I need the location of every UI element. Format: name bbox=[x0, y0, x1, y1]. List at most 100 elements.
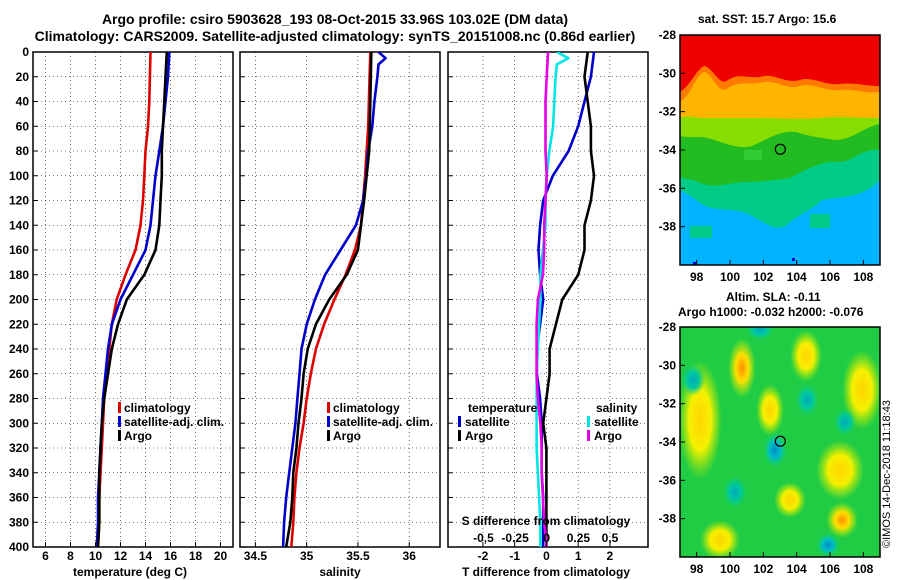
map-y-tick-label: -28 bbox=[659, 28, 677, 42]
legend-satellite: satellite-adj. clim. bbox=[333, 415, 433, 429]
map-x-tick-label: 104 bbox=[787, 562, 807, 576]
x-tick-label: 10 bbox=[89, 549, 103, 563]
legend-swatch-climatology bbox=[327, 402, 330, 413]
legend-climatology: climatology bbox=[333, 401, 400, 415]
map-y-tick-label: -30 bbox=[659, 358, 677, 372]
map-x-tick-label: 100 bbox=[720, 270, 740, 284]
map-x-tick-label: 108 bbox=[853, 562, 873, 576]
x-tick-label: 35.5 bbox=[346, 549, 370, 563]
legend-s-argo: Argo bbox=[594, 429, 622, 443]
x-tick-label: -2 bbox=[478, 549, 489, 563]
series-line-argo bbox=[96, 52, 169, 547]
x2-tick-label: -0,5 bbox=[473, 531, 494, 545]
y-tick-label: 240 bbox=[9, 342, 29, 356]
map-x-tick-label: 102 bbox=[753, 562, 773, 576]
sla-map-title: Altim. SLA: -0.11 bbox=[726, 290, 821, 304]
temperature-xlabel: temperature (deg C) bbox=[73, 565, 187, 579]
legend-salinity-title: salinity bbox=[596, 401, 638, 415]
y-tick-label: 280 bbox=[9, 392, 29, 406]
map-y-tick-label: -38 bbox=[659, 512, 677, 526]
argo-location-marker bbox=[774, 435, 786, 447]
legend-t-satellite: satellite bbox=[465, 415, 510, 429]
x-tick-label: 16 bbox=[164, 549, 178, 563]
y-tick-label: 340 bbox=[9, 466, 29, 480]
legend-swatch-t-satellite bbox=[458, 416, 461, 427]
legend-swatch-t-argo bbox=[458, 430, 461, 441]
plot-title-line1: Argo profile: csiro 5903628_193 08-Oct-2… bbox=[101, 11, 569, 27]
x-tick-label: 36 bbox=[403, 549, 417, 563]
x-tick-label: 0 bbox=[543, 549, 550, 563]
salinity-legend: climatology satellite-adj. clim. Argo bbox=[327, 401, 433, 443]
legend-s-satellite: satellite bbox=[594, 415, 639, 429]
map-y-tick-label: -36 bbox=[659, 181, 677, 195]
x-tick-label: 12 bbox=[114, 549, 128, 563]
legend-satellite: satellite-adj. clim. bbox=[124, 415, 224, 429]
x-tick-label: 20 bbox=[214, 549, 228, 563]
x-tick-label: 18 bbox=[189, 549, 203, 563]
difference-legend: temperature satellite Argo salinity sate… bbox=[458, 401, 639, 443]
legend-climatology: climatology bbox=[124, 401, 191, 415]
y-tick-label: 200 bbox=[9, 293, 29, 307]
legend-swatch-s-satellite bbox=[587, 416, 590, 427]
map-x-tick-label: 98 bbox=[690, 270, 704, 284]
sla-map-subtitle: Argo h1000: -0.032 h2000: -0.076 bbox=[678, 305, 864, 319]
y-tick-label: 140 bbox=[9, 218, 29, 232]
y-tick-label: 160 bbox=[9, 243, 29, 257]
legend-swatch-argo bbox=[118, 430, 121, 441]
y-tick-label: 360 bbox=[9, 491, 29, 505]
y-tick-label: 80 bbox=[16, 144, 30, 158]
legend-swatch-satellite bbox=[118, 416, 121, 427]
argo-location-marker bbox=[774, 143, 786, 155]
s-diff-xlabel: S difference from climatology bbox=[462, 514, 631, 528]
y-tick-label: 300 bbox=[9, 416, 29, 430]
legend-t-argo: Argo bbox=[465, 429, 493, 443]
series-line-satellite-adj-clim- bbox=[281, 52, 387, 547]
map-x-tick-label: 106 bbox=[820, 562, 840, 576]
x2-tick-label: 0.25 bbox=[567, 531, 591, 545]
map-y-tick-label: -34 bbox=[659, 435, 677, 449]
sst-map bbox=[680, 35, 880, 265]
legend-argo: Argo bbox=[124, 429, 152, 443]
x-tick-label: 35 bbox=[300, 549, 314, 563]
map-x-tick-label: 104 bbox=[787, 270, 807, 284]
salinity-xlabel: salinity bbox=[319, 565, 361, 579]
map-x-tick-label: 108 bbox=[853, 270, 873, 284]
map-y-tick-label: -32 bbox=[659, 105, 677, 119]
x2-tick-label: -0.25 bbox=[501, 531, 529, 545]
map-y-tick-label: -34 bbox=[659, 143, 677, 157]
x2-tick-label: 0,5 bbox=[602, 531, 619, 545]
x-tick-label: -1 bbox=[509, 549, 520, 563]
plot-title-line2: Climatology: CARS2009. Satellite-adjuste… bbox=[34, 28, 636, 44]
y-tick-label: 260 bbox=[9, 367, 29, 381]
y-tick-label: 380 bbox=[9, 515, 29, 529]
y-tick-label: 0 bbox=[22, 45, 29, 59]
y-tick-label: 220 bbox=[9, 317, 29, 331]
map-y-tick-label: -38 bbox=[659, 220, 677, 234]
y-tick-label: 40 bbox=[16, 95, 30, 109]
series-line-s-argo bbox=[535, 52, 550, 547]
legend-swatch-satellite bbox=[327, 416, 330, 427]
y-tick-label: 400 bbox=[9, 540, 29, 554]
x-tick-label: 34.5 bbox=[244, 549, 268, 563]
y-tick-label: 20 bbox=[16, 70, 30, 84]
x-tick-label: 6 bbox=[42, 549, 49, 563]
imos-timestamp: ©IMOS 14-Dec-2018 11:18:43 bbox=[881, 400, 893, 548]
legend-temperature-title: temperature bbox=[468, 401, 538, 415]
sla-map bbox=[680, 327, 880, 557]
x-tick-label: 14 bbox=[139, 549, 153, 563]
temperature-legend: climatology satellite-adj. clim. Argo bbox=[118, 401, 224, 443]
y-tick-label: 320 bbox=[9, 441, 29, 455]
legend-swatch-climatology bbox=[118, 402, 121, 413]
y-tick-label: 100 bbox=[9, 169, 29, 183]
x-tick-label: 8 bbox=[67, 549, 74, 563]
map-y-tick-label: -36 bbox=[659, 473, 677, 487]
t-diff-xlabel: T difference from climatology bbox=[462, 565, 630, 579]
y-tick-label: 120 bbox=[9, 194, 29, 208]
map-y-tick-label: -28 bbox=[659, 320, 677, 334]
sst-map-title: sat. SST: 15.7 Argo: 15.6 bbox=[698, 12, 837, 26]
series-line-s-satellite bbox=[535, 52, 570, 547]
map-y-tick-label: -30 bbox=[659, 66, 677, 80]
map-x-tick-label: 98 bbox=[690, 562, 704, 576]
map-x-tick-label: 106 bbox=[820, 270, 840, 284]
